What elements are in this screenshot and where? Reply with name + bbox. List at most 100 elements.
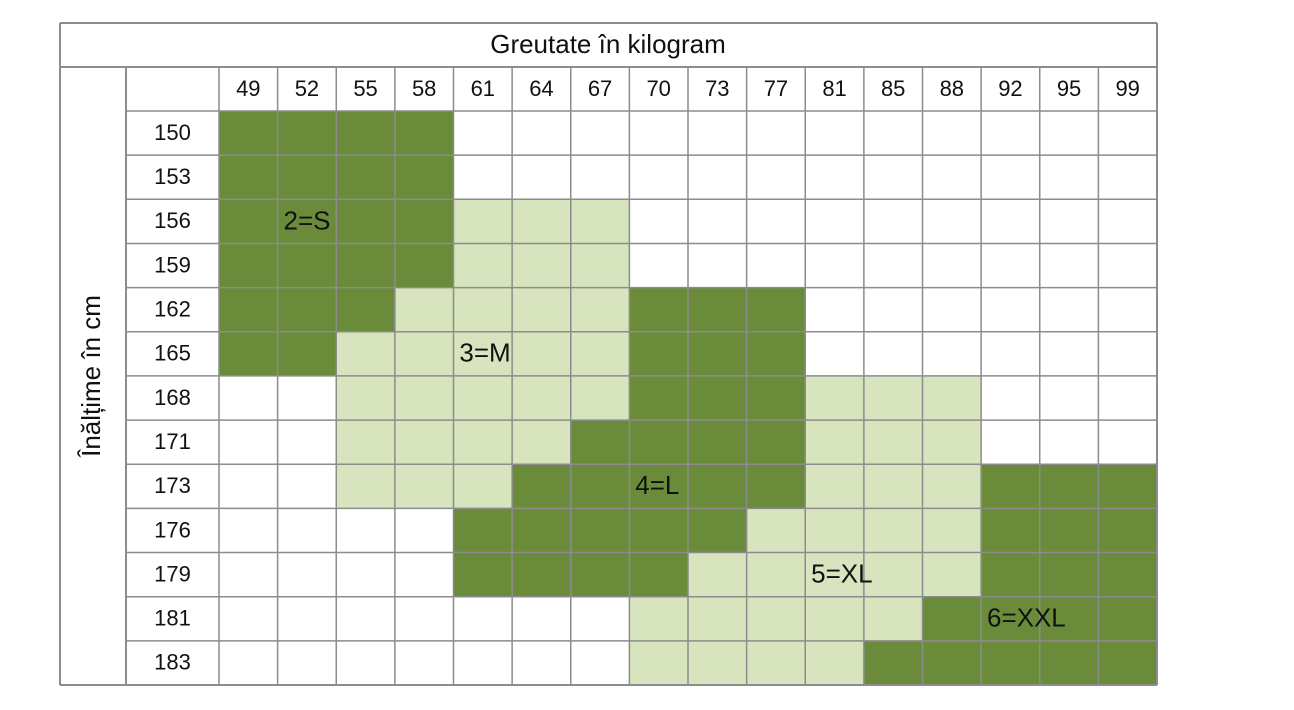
size-cell bbox=[746, 508, 806, 553]
weight-label: 61 bbox=[471, 76, 495, 101]
size-cell bbox=[805, 464, 864, 509]
size-cell bbox=[805, 596, 864, 641]
size-cell bbox=[336, 331, 395, 376]
weight-label: 95 bbox=[1057, 76, 1081, 101]
size-cell bbox=[394, 375, 454, 421]
size-cell bbox=[512, 287, 571, 332]
size-cell bbox=[1098, 508, 1157, 553]
size-cell bbox=[1098, 552, 1157, 597]
size-cell bbox=[688, 287, 747, 332]
size-cell bbox=[746, 375, 806, 421]
size-label: 4=L bbox=[635, 470, 679, 500]
size-cell bbox=[981, 552, 1040, 597]
size-cell bbox=[1098, 640, 1157, 685]
size-cell bbox=[277, 331, 337, 376]
size-cell bbox=[863, 508, 923, 553]
size-cell bbox=[277, 111, 337, 156]
size-cell bbox=[805, 640, 864, 685]
size-cell bbox=[805, 420, 864, 465]
size-cell bbox=[688, 375, 747, 421]
labels: 49 52 55 58 61 64 67 70 73 77 81 85 88 92 95 99 150 153 15… bbox=[154, 76, 1140, 675]
size-cell bbox=[863, 552, 923, 597]
size-cell bbox=[277, 243, 337, 288]
size-cell bbox=[922, 640, 982, 685]
size-cell bbox=[629, 375, 688, 421]
size-cell bbox=[922, 464, 982, 509]
size-cell bbox=[863, 596, 923, 641]
size-cell bbox=[1039, 552, 1099, 597]
size-cell bbox=[453, 552, 513, 597]
size-cell bbox=[688, 508, 747, 553]
size-cell bbox=[453, 331, 513, 376]
height-label: 183 bbox=[154, 650, 191, 675]
size-cell bbox=[394, 464, 454, 509]
size-cell bbox=[688, 331, 747, 376]
size-cell bbox=[863, 640, 923, 685]
size-cell bbox=[570, 287, 630, 332]
size-cell bbox=[394, 199, 454, 244]
size-cell bbox=[453, 420, 513, 465]
size-cell bbox=[394, 287, 454, 332]
height-label: 162 bbox=[154, 297, 191, 322]
size-cell bbox=[746, 420, 806, 465]
size-cell bbox=[688, 420, 747, 465]
size-cell bbox=[570, 508, 630, 553]
size-cell bbox=[688, 552, 747, 597]
size-cell bbox=[336, 464, 395, 509]
size-cell bbox=[277, 287, 337, 332]
size-cell bbox=[394, 155, 454, 200]
size-label: 2=S bbox=[283, 205, 330, 235]
weight-label: 55 bbox=[353, 76, 377, 101]
size-cell bbox=[512, 375, 571, 421]
weight-label: 73 bbox=[705, 76, 729, 101]
size-label: 6=XXL bbox=[987, 603, 1066, 633]
height-label: 156 bbox=[154, 208, 191, 233]
size-cell bbox=[336, 155, 395, 200]
height-label: 150 bbox=[154, 120, 191, 145]
height-label: 165 bbox=[154, 341, 191, 366]
size-cell bbox=[512, 243, 571, 288]
height-label: 168 bbox=[154, 385, 191, 410]
size-cell bbox=[746, 331, 806, 376]
size-cell bbox=[922, 420, 982, 465]
weight-label: 52 bbox=[295, 76, 319, 101]
size-cell bbox=[512, 199, 571, 244]
size-cell bbox=[453, 464, 513, 509]
size-cell bbox=[336, 111, 395, 156]
size-cell bbox=[746, 640, 806, 685]
size-cell bbox=[981, 508, 1040, 553]
size-cell bbox=[394, 420, 454, 465]
weight-label: 58 bbox=[412, 76, 436, 101]
weight-label: 77 bbox=[764, 76, 788, 101]
size-cell bbox=[453, 287, 513, 332]
size-cell bbox=[746, 596, 806, 641]
size-cell bbox=[394, 243, 454, 288]
table-title: Greutate în kilogram bbox=[490, 29, 726, 59]
size-cell bbox=[277, 199, 337, 244]
size-cell bbox=[629, 464, 688, 509]
size-cell bbox=[746, 287, 806, 332]
size-cell bbox=[453, 508, 513, 553]
size-cell bbox=[922, 596, 982, 641]
size-cell bbox=[746, 552, 806, 597]
size-cell bbox=[219, 199, 278, 244]
size-cell bbox=[453, 199, 513, 244]
size-cell bbox=[219, 331, 278, 376]
size-cell bbox=[981, 640, 1040, 685]
size-cell bbox=[219, 287, 278, 332]
size-cell bbox=[336, 420, 395, 465]
size-cell bbox=[512, 552, 571, 597]
height-label: 181 bbox=[154, 606, 191, 631]
size-cell bbox=[219, 111, 278, 156]
size-cell bbox=[981, 596, 1040, 641]
size-cell bbox=[1039, 464, 1099, 509]
size-cell bbox=[219, 243, 278, 288]
size-cell bbox=[570, 464, 630, 509]
size-cell bbox=[453, 375, 513, 421]
size-cell bbox=[570, 552, 630, 597]
cells bbox=[219, 111, 1157, 685]
size-cell bbox=[863, 464, 923, 509]
size-cell bbox=[570, 243, 630, 288]
height-label: 159 bbox=[154, 252, 191, 277]
size-cell bbox=[512, 420, 571, 465]
